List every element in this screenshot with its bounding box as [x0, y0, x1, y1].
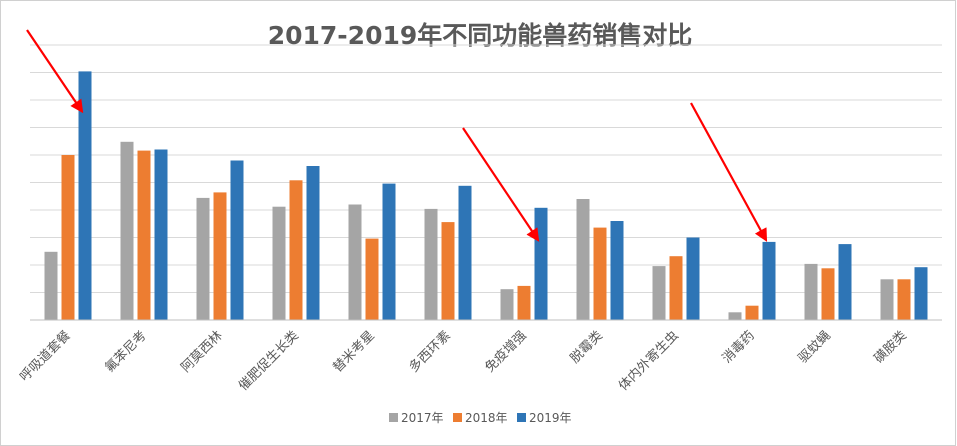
category-label: 多西环素 — [406, 328, 454, 376]
category-label: 消毒药 — [720, 328, 758, 366]
legend-label: 2017年 — [401, 411, 444, 425]
category-label: 阿莫西林 — [178, 328, 225, 375]
category-label: 呼吸道套餐 — [17, 328, 74, 385]
annotation-arrows — [26, 29, 768, 242]
bar-3-9 — [686, 237, 700, 320]
bar-3-6 — [458, 185, 472, 320]
legend-label: 2019年 — [529, 411, 572, 425]
bar-2-6 — [441, 222, 455, 320]
bar-1-12 — [880, 279, 894, 320]
bar-3-1 — [78, 71, 92, 321]
bar-2-10 — [745, 305, 759, 320]
category-label: 体内外寄生虫 — [615, 328, 681, 394]
bar-1-3 — [196, 197, 210, 320]
bar-1-1 — [44, 251, 58, 320]
category-labels: 呼吸道套餐 氟苯尼考 阿莫西林 催肥促生长类 替米考星 多西环素 免疫增强 脱霉类 体内外寄生虫… — [17, 328, 910, 394]
bar-1-6 — [424, 208, 438, 320]
bar-2-1 — [61, 155, 75, 320]
category-label: 氟苯尼考 — [102, 328, 149, 375]
bar-1-7 — [500, 289, 514, 320]
legend-swatch — [389, 413, 398, 422]
bar-1-9 — [652, 266, 666, 320]
bar-3-2 — [154, 149, 168, 320]
category-label: 脱霉类 — [568, 328, 606, 366]
bar-3-12 — [914, 267, 928, 320]
bar-2-11 — [821, 268, 835, 320]
bar-2-9 — [669, 256, 683, 320]
bar-3-5 — [382, 183, 396, 320]
bar-3-11 — [838, 244, 852, 320]
bar-1-11 — [804, 263, 818, 320]
annotation-arrow — [462, 127, 540, 242]
category-label: 替米考星 — [330, 328, 377, 375]
bar-2-3 — [213, 192, 227, 320]
bar-1-10 — [728, 312, 742, 320]
category-label: 免疫增强 — [482, 328, 530, 376]
bar-1-2 — [120, 141, 134, 320]
bar-1-5 — [348, 204, 362, 320]
category-label: 驱蚊蝇 — [796, 328, 834, 366]
bar-3-3 — [230, 160, 244, 320]
bar-2-4 — [289, 180, 303, 320]
annotation-arrow — [26, 29, 84, 114]
bar-2-7 — [517, 285, 531, 320]
annotation-arrow — [690, 102, 768, 242]
bar-3-8 — [610, 221, 624, 320]
category-label: 磺胺类 — [872, 328, 910, 366]
bar-2-12 — [897, 279, 911, 320]
legend-swatch — [453, 413, 462, 422]
category-label: 催肥促生长类 — [236, 328, 302, 394]
bar-2-5 — [365, 238, 379, 320]
bar-3-4 — [306, 166, 320, 320]
bar-1-8 — [576, 199, 590, 320]
chart-title: 2017-2019年不同功能兽药销售对比 — [268, 21, 693, 50]
bar-3-7 — [534, 207, 548, 320]
bars — [44, 71, 928, 321]
legend-swatch — [517, 413, 526, 422]
bar-2-2 — [137, 150, 151, 320]
legend-label: 2018年 — [465, 411, 508, 425]
bar-2-8 — [593, 227, 607, 320]
legend: 2017年 2018年 2019年 — [389, 411, 572, 425]
gridlines — [30, 44, 942, 293]
bar-3-10 — [762, 241, 776, 320]
bar-1-4 — [272, 206, 286, 320]
